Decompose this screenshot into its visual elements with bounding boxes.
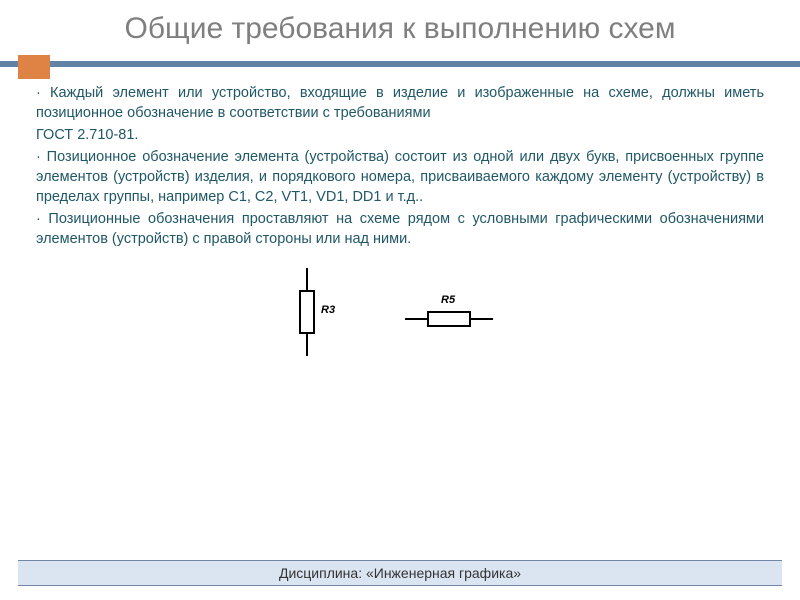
paragraph-3: · Позиционные обозначения проставляют на… <box>36 209 764 249</box>
resistor-label: R5 <box>441 294 455 306</box>
accent-bar <box>0 55 800 67</box>
paragraph-2: · Позиционное обозначение элемента (устр… <box>36 147 764 207</box>
content-area: · Каждый элемент или устройство, входящи… <box>0 75 800 357</box>
resistor-horizontal: R5 <box>405 292 505 332</box>
schematic-diagram: R3 R5 <box>36 267 764 357</box>
accent-line <box>0 61 800 67</box>
resistor-lead <box>471 318 493 320</box>
slide-title: Общие требования к выполнению схем <box>60 12 740 47</box>
resistor-body <box>427 311 471 327</box>
accent-square <box>18 55 50 79</box>
resistor-label: R3 <box>321 304 335 316</box>
paragraph-1: · Каждый элемент или устройство, входящи… <box>36 83 764 123</box>
title-area: Общие требования к выполнению схем <box>0 0 800 55</box>
resistor-body <box>299 290 315 334</box>
resistor-vertical: R3 <box>295 268 345 356</box>
footer-bar: Дисциплина: «Инженерная графика» <box>18 560 782 586</box>
footer-text: Дисциплина: «Инженерная графика» <box>279 565 521 581</box>
gost-reference: ГОСТ 2.710-81. <box>36 125 764 145</box>
resistor-lead <box>306 334 308 356</box>
resistor-lead <box>405 318 427 320</box>
resistor-lead <box>306 268 308 290</box>
